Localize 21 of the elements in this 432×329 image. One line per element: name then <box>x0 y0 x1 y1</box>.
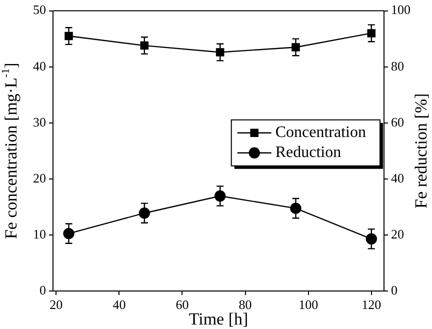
y-tick-label: 50 <box>33 2 46 18</box>
y-tick-label: 0 <box>40 282 46 298</box>
y-tick-label: 30 <box>33 114 46 130</box>
y2-tick-label: 100 <box>391 2 410 18</box>
x-tick-label: 20 <box>50 297 63 312</box>
x-tick-label: 60 <box>176 297 189 312</box>
y2-tick-label: 60 <box>391 114 404 130</box>
y2-tick-label: 0 <box>391 282 398 298</box>
y2-axis-title: Fe reduction [%] <box>411 93 430 208</box>
legend-label: Reduction <box>275 144 342 162</box>
y2-tick-label: 20 <box>391 226 404 242</box>
y-tick-label: 10 <box>33 226 46 242</box>
x-tick-label: 40 <box>112 297 126 312</box>
x-tick-label: 120 <box>362 297 382 312</box>
y-tick-label: 40 <box>33 58 46 74</box>
y-axis-title: Fe concentration [mg·L-1] <box>0 62 20 240</box>
x-tick-label: 100 <box>298 297 318 312</box>
y2-tick-label: 40 <box>391 170 404 186</box>
y2-tick-label: 80 <box>391 58 404 74</box>
legend-label: Concentration <box>275 124 366 142</box>
y-tick-label: 20 <box>33 170 46 186</box>
